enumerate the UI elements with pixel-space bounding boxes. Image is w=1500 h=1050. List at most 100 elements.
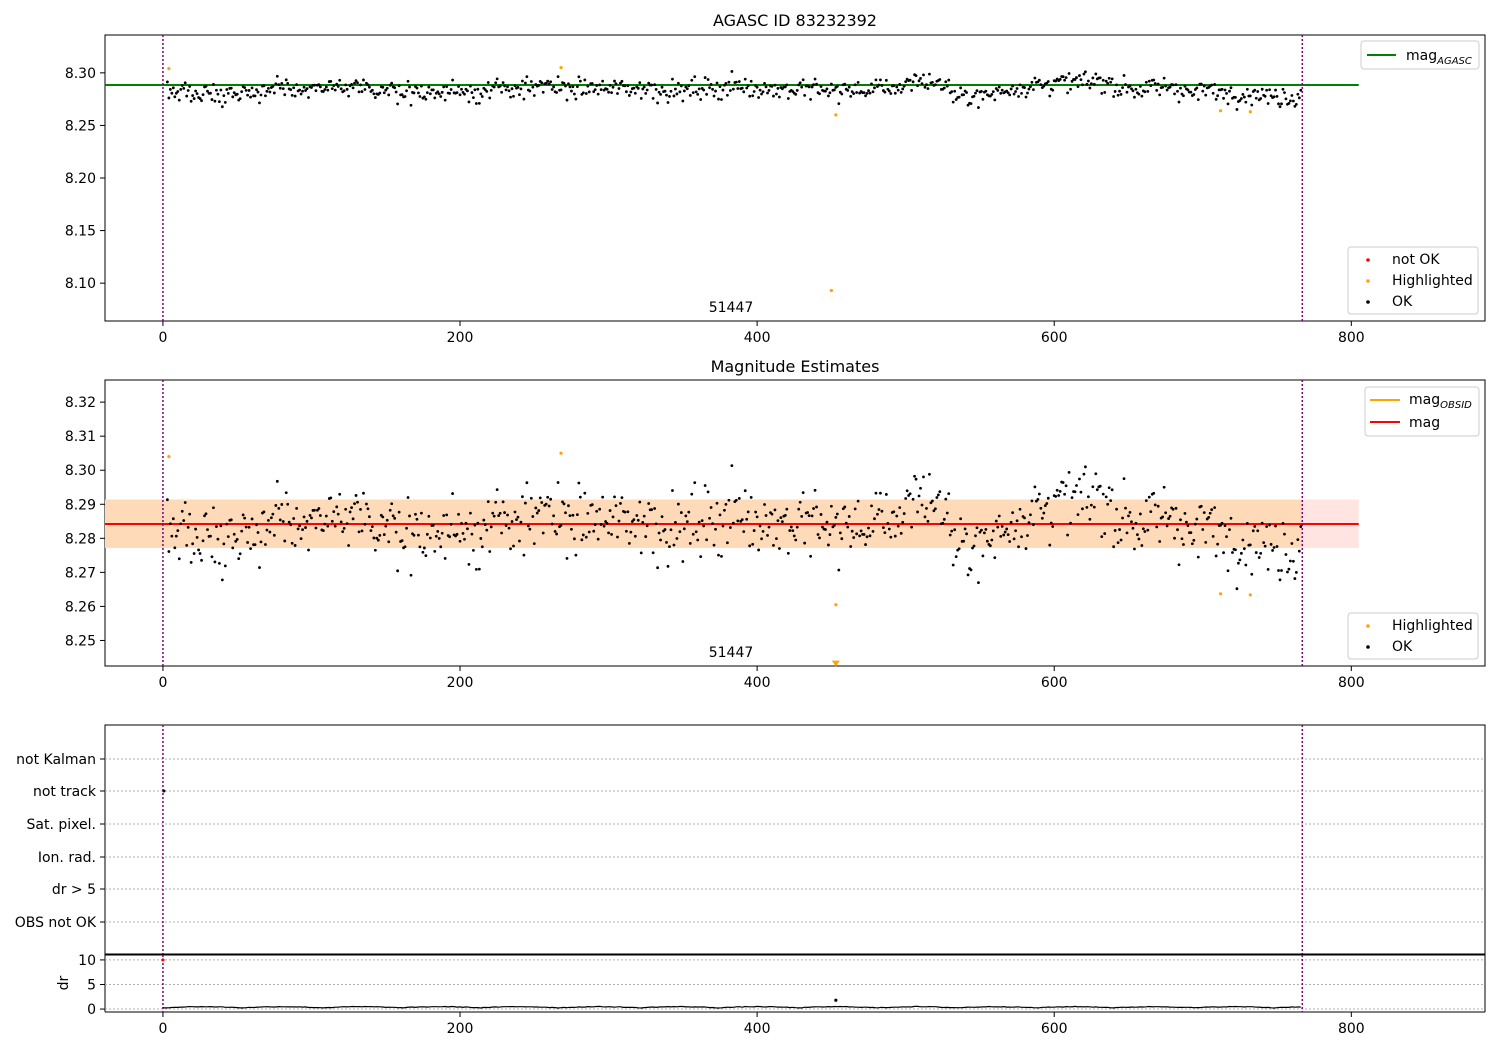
ok-point [532, 94, 536, 97]
ok-point [183, 81, 187, 85]
ok-point [513, 84, 517, 88]
ok-point [978, 530, 982, 534]
ok-point [962, 539, 966, 543]
ok-point [415, 86, 419, 90]
ok-point [743, 489, 747, 493]
ok-point [165, 80, 169, 84]
ok-point [1210, 508, 1214, 512]
ok-point [568, 85, 572, 89]
ok-point [868, 91, 872, 95]
ok-point [330, 519, 334, 523]
ok-point [1103, 532, 1107, 535]
flag-label: Sat. pixel. [27, 817, 96, 833]
ok-point [1220, 87, 1224, 91]
ok-point [1104, 495, 1108, 499]
ok-point [844, 521, 848, 525]
ok-point [497, 514, 501, 518]
x-tick-label: 200 [447, 330, 474, 346]
flags-layer: not Kalman not track Sat. pixel. Ion. rad. d… [15, 725, 1485, 954]
ok-point [512, 544, 515, 548]
ok-point [1244, 100, 1248, 104]
ok-point [1069, 87, 1072, 91]
ok-point [516, 515, 520, 519]
ok-point [1085, 505, 1089, 509]
ok-point [246, 541, 250, 544]
ok-point [329, 496, 333, 500]
ok-point [237, 557, 241, 561]
ok-point [795, 89, 799, 92]
ok-point [711, 87, 714, 91]
legend-swatch-not-ok [1366, 258, 1370, 262]
ok-point [531, 85, 535, 89]
ok-point [393, 86, 397, 90]
highlighted-point [167, 67, 171, 71]
ok-point [1078, 477, 1081, 481]
ok-point [737, 496, 741, 500]
ok-point [818, 536, 821, 540]
ok-point [299, 537, 303, 541]
ok-point [369, 529, 373, 533]
ok-point [332, 510, 336, 514]
ok-point [235, 537, 239, 541]
ok-point [1063, 492, 1067, 496]
ok-point [1017, 95, 1020, 98]
ok-point [1048, 543, 1052, 547]
ok-point [1275, 545, 1279, 548]
ok-point [529, 80, 533, 83]
ok-point [464, 521, 468, 525]
ok-point [775, 92, 778, 96]
ok-point [418, 545, 422, 549]
ok-point [601, 495, 605, 499]
ok-point [1008, 540, 1012, 543]
ok-point [896, 88, 900, 92]
ok-point [1189, 531, 1193, 535]
ok-point [229, 86, 233, 90]
ok-point [1029, 513, 1032, 517]
ok-point [584, 92, 588, 95]
ok-point [329, 80, 333, 83]
ok-point [394, 530, 398, 534]
ok-point [604, 520, 608, 523]
ok-point [1250, 103, 1254, 107]
ok-point [1239, 97, 1243, 100]
ok-point [709, 82, 713, 86]
ok-point [1152, 78, 1156, 82]
ok-point [1174, 506, 1178, 510]
ok-point [1012, 92, 1016, 96]
ok-point [954, 98, 958, 101]
legend-swatch-highlighted [1366, 624, 1370, 628]
ok-point [1179, 518, 1182, 522]
ok-point [555, 532, 558, 536]
ok-point [1164, 511, 1168, 515]
ok-point [510, 87, 514, 91]
ok-point [645, 88, 649, 92]
ok-point [1216, 542, 1220, 546]
ok-point [1274, 524, 1277, 528]
ok-point [1049, 521, 1053, 525]
ok-point [501, 81, 505, 85]
ok-point [540, 501, 544, 504]
ok-point [1061, 481, 1065, 484]
ok-point [570, 527, 573, 531]
ok-point [342, 89, 346, 93]
ok-point [853, 507, 857, 511]
ok-point [304, 526, 307, 529]
ok-point [531, 515, 535, 518]
ok-point [880, 509, 884, 513]
ok-point [916, 84, 919, 88]
ok-point [310, 86, 313, 89]
ok-point [886, 521, 890, 525]
ok-point [798, 500, 802, 504]
ok-point [400, 539, 404, 543]
ok-point [292, 517, 296, 520]
dr-axis-label: dr [56, 975, 72, 990]
ok-point [922, 73, 925, 77]
ok-point [1185, 520, 1188, 524]
ok-point [1211, 535, 1215, 538]
ok-point [378, 533, 382, 537]
ok-point [1290, 542, 1294, 545]
ok-point [1293, 577, 1297, 580]
ok-point [1284, 97, 1288, 101]
ok-point [879, 78, 882, 82]
ok-point [997, 514, 1001, 518]
